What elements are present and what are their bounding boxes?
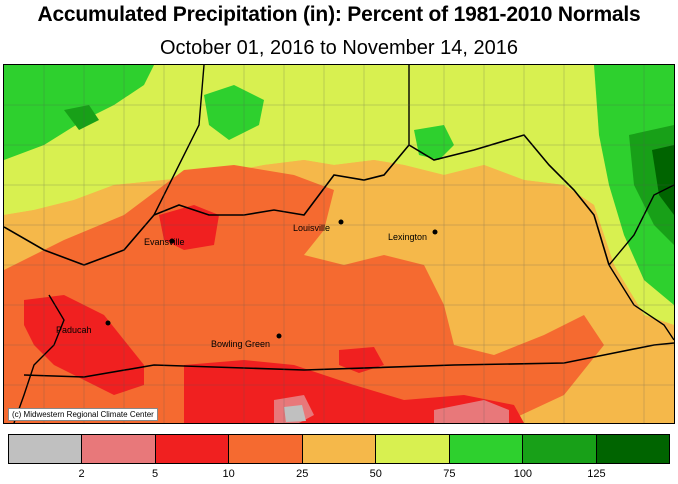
zone-red-south <box>184 360 524 423</box>
city-evansville: Evansville <box>144 237 185 247</box>
city-marker <box>432 229 438 235</box>
county-lines <box>4 65 674 423</box>
legend-tick-label: 25 <box>296 468 309 480</box>
zone-pink-south-b <box>434 400 509 423</box>
city-louisville: Louisville <box>293 219 344 233</box>
legend-tick-labels: 2 5 10 25 50 75 100 125 <box>8 468 670 482</box>
legend-tick-label: 75 <box>443 468 456 480</box>
city-lexington: Lexington <box>388 229 438 242</box>
city-label-evansville: Evansville <box>144 237 185 247</box>
map-title: Accumulated Precipitation (in): Percent … <box>37 3 641 26</box>
zone-yellowgreen-north <box>4 65 674 325</box>
city-marker <box>338 219 344 225</box>
legend-swatch <box>82 435 156 463</box>
city-label-bowling-green: Bowling Green <box>211 339 270 349</box>
zone-red-bowlinggreen <box>339 347 384 373</box>
city-label-lexington: Lexington <box>388 232 427 242</box>
city-label-louisville: Louisville <box>293 223 330 233</box>
legend-swatch <box>523 435 597 463</box>
credit-label: (c) Midwestern Regional Climate Center <box>8 408 158 421</box>
map-canvas: Evansville Louisville Lexington Paducah … <box>4 65 674 423</box>
state-boundary-ohio-river <box>4 134 610 266</box>
legend-tick-label: 50 <box>369 468 382 480</box>
legend-swatch <box>449 435 524 463</box>
city-paducah: Paducah <box>56 320 111 335</box>
legend-swatch <box>229 435 303 463</box>
legend-swatch <box>376 435 450 463</box>
city-marker <box>169 238 175 244</box>
zone-green-north-center <box>204 85 264 140</box>
legend-tick-label: 125 <box>587 468 606 480</box>
color-legend <box>8 434 670 464</box>
map-subtitle: October 01, 2016 to November 14, 2016 <box>159 37 518 59</box>
legend-swatch <box>302 435 377 463</box>
legend-tick-label: 5 <box>152 468 159 480</box>
zone-darkgreen-spot <box>64 105 99 130</box>
city-marker <box>105 320 111 326</box>
legend-swatch <box>9 435 83 463</box>
legend-tick-label: 10 <box>222 468 235 480</box>
city-bowling-green: Bowling Green <box>211 333 282 349</box>
city-label-paducah: Paducah <box>56 325 92 335</box>
city-marker <box>276 333 282 339</box>
legend-tick-label: 2 <box>78 468 85 480</box>
legend-swatch <box>155 435 230 463</box>
zone-darkestgreen-east <box>652 145 674 215</box>
state-boundary-ky-va <box>608 264 674 341</box>
legend-swatch <box>596 435 669 463</box>
state-boundary-ky-tn <box>23 342 674 378</box>
zone-red-evansville <box>159 205 219 250</box>
legend-tick-label: 100 <box>513 468 533 480</box>
zone-orangered-west <box>4 165 604 423</box>
precipitation-map: Evansville Louisville Lexington Paducah … <box>3 64 675 424</box>
zone-gray-south <box>284 405 306 422</box>
